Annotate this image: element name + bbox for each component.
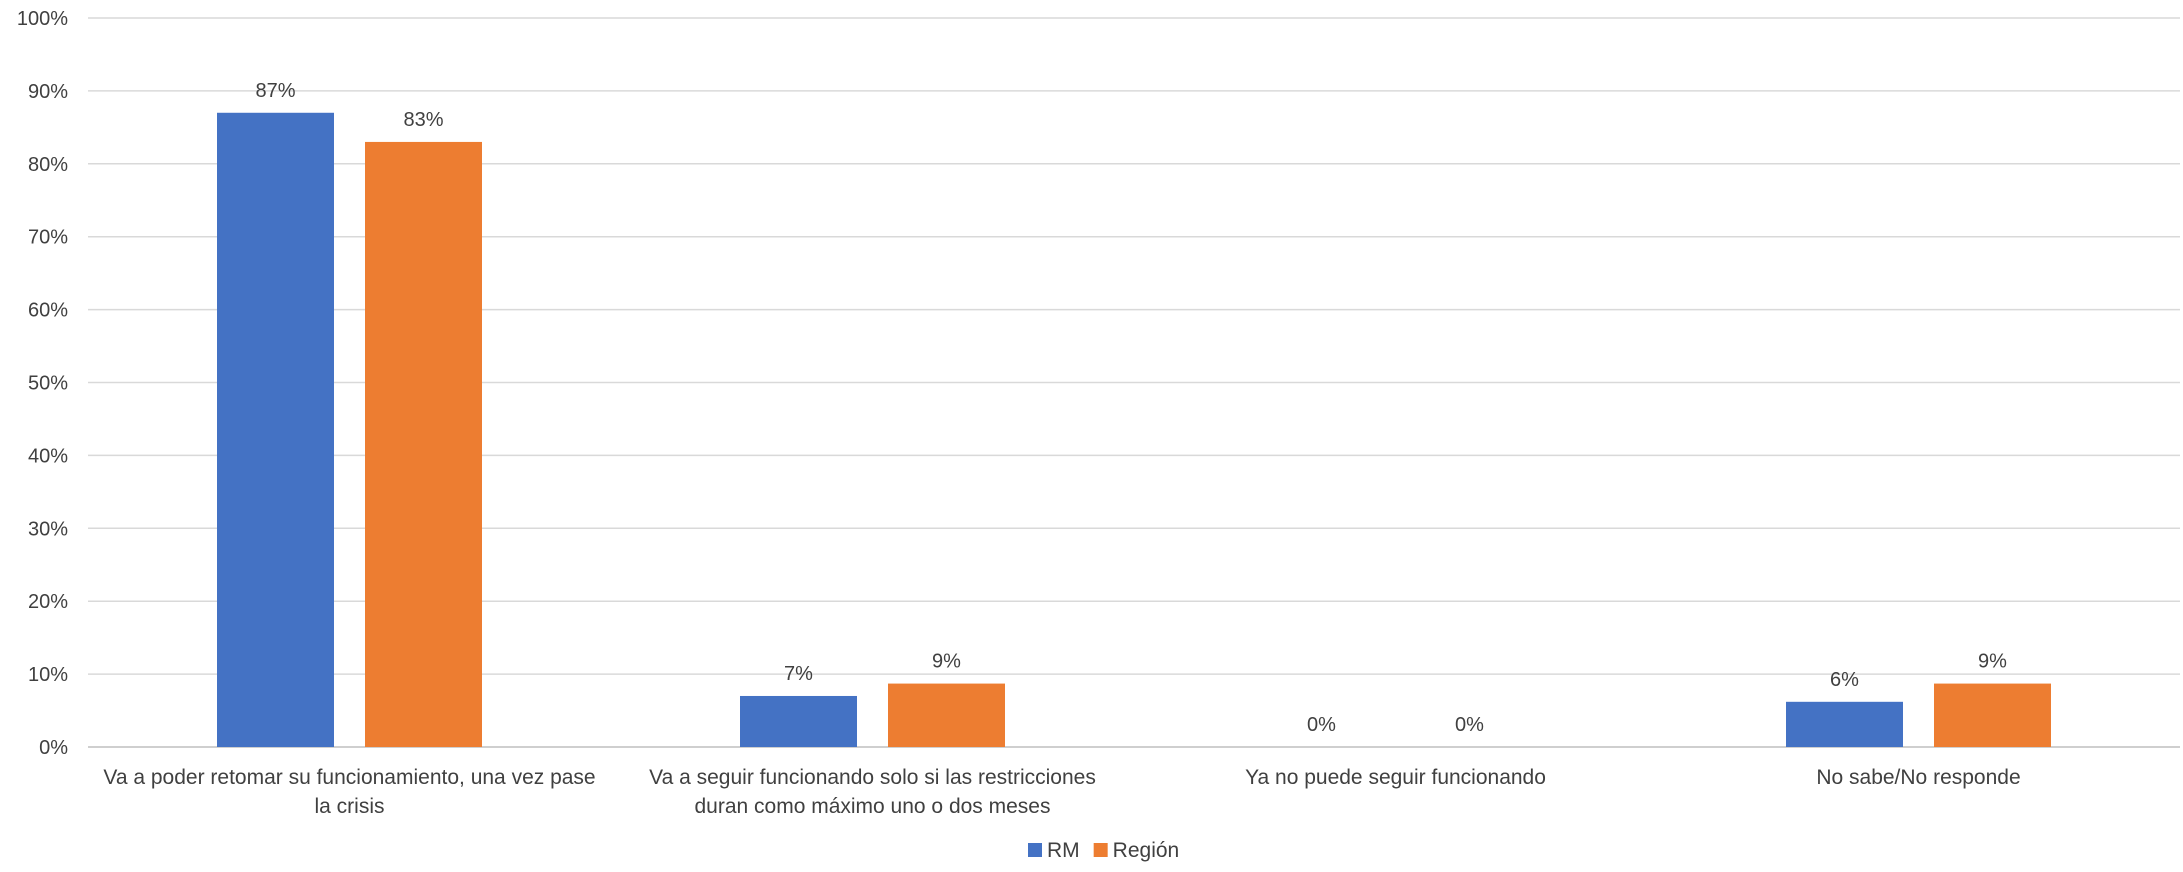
data-label: 0% [1455, 714, 1484, 736]
x-category-label: Va a poder retomar su funcionamiento, un… [103, 766, 595, 789]
bar [740, 695, 857, 747]
y-tick-label: 90% [28, 81, 68, 103]
data-label: 9% [1978, 651, 2007, 673]
bar [365, 141, 482, 747]
legend-item: RM [1028, 839, 1080, 862]
bar [217, 112, 334, 747]
y-tick-label: 70% [28, 227, 68, 249]
data-labels: 87% 83% 7% 9% 0% 0% 6% 9% [255, 80, 2007, 736]
x-category-label: duran como máximo uno o dos meses [694, 795, 1050, 818]
x-category-label: la crisis [314, 795, 384, 818]
legend-item: Región [1093, 839, 1180, 862]
y-tick-label: 60% [28, 300, 68, 322]
bars [217, 112, 2051, 747]
bar [1934, 683, 2051, 747]
y-tick-label: 100% [17, 8, 68, 30]
data-label: 0% [1307, 714, 1336, 736]
data-label: 87% [255, 80, 295, 102]
data-label: 83% [403, 109, 443, 131]
data-label: 7% [784, 663, 813, 685]
bar [888, 683, 1005, 747]
data-label: 9% [932, 651, 961, 673]
x-axis: Va a poder retomar su funcionamiento, un… [103, 766, 2020, 818]
y-tick-label: 50% [28, 373, 68, 395]
y-axis: 0% 10% 20% 30% 40% 50% 60% 70% 80% 90% 100% [17, 8, 68, 759]
legend-swatch [1093, 843, 1108, 857]
bar [1786, 701, 1903, 747]
legend-label: RM [1047, 839, 1080, 862]
x-category-label: Ya no puede seguir funcionando [1245, 766, 1546, 789]
legend-swatch [1028, 843, 1042, 857]
y-tick-label: 20% [28, 591, 68, 613]
y-tick-label: 40% [28, 445, 68, 467]
legend-label: Región [1113, 839, 1180, 862]
y-tick-label: 0% [39, 737, 68, 759]
y-tick-label: 10% [28, 664, 68, 686]
legend: RM Región [1028, 839, 1179, 862]
y-tick-label: 30% [28, 518, 68, 540]
data-label: 6% [1830, 669, 1859, 691]
x-category-label: Va a seguir funcionando solo si las rest… [649, 766, 1096, 789]
x-category-label: No sabe/No responde [1816, 766, 2020, 789]
y-tick-label: 80% [28, 154, 68, 176]
